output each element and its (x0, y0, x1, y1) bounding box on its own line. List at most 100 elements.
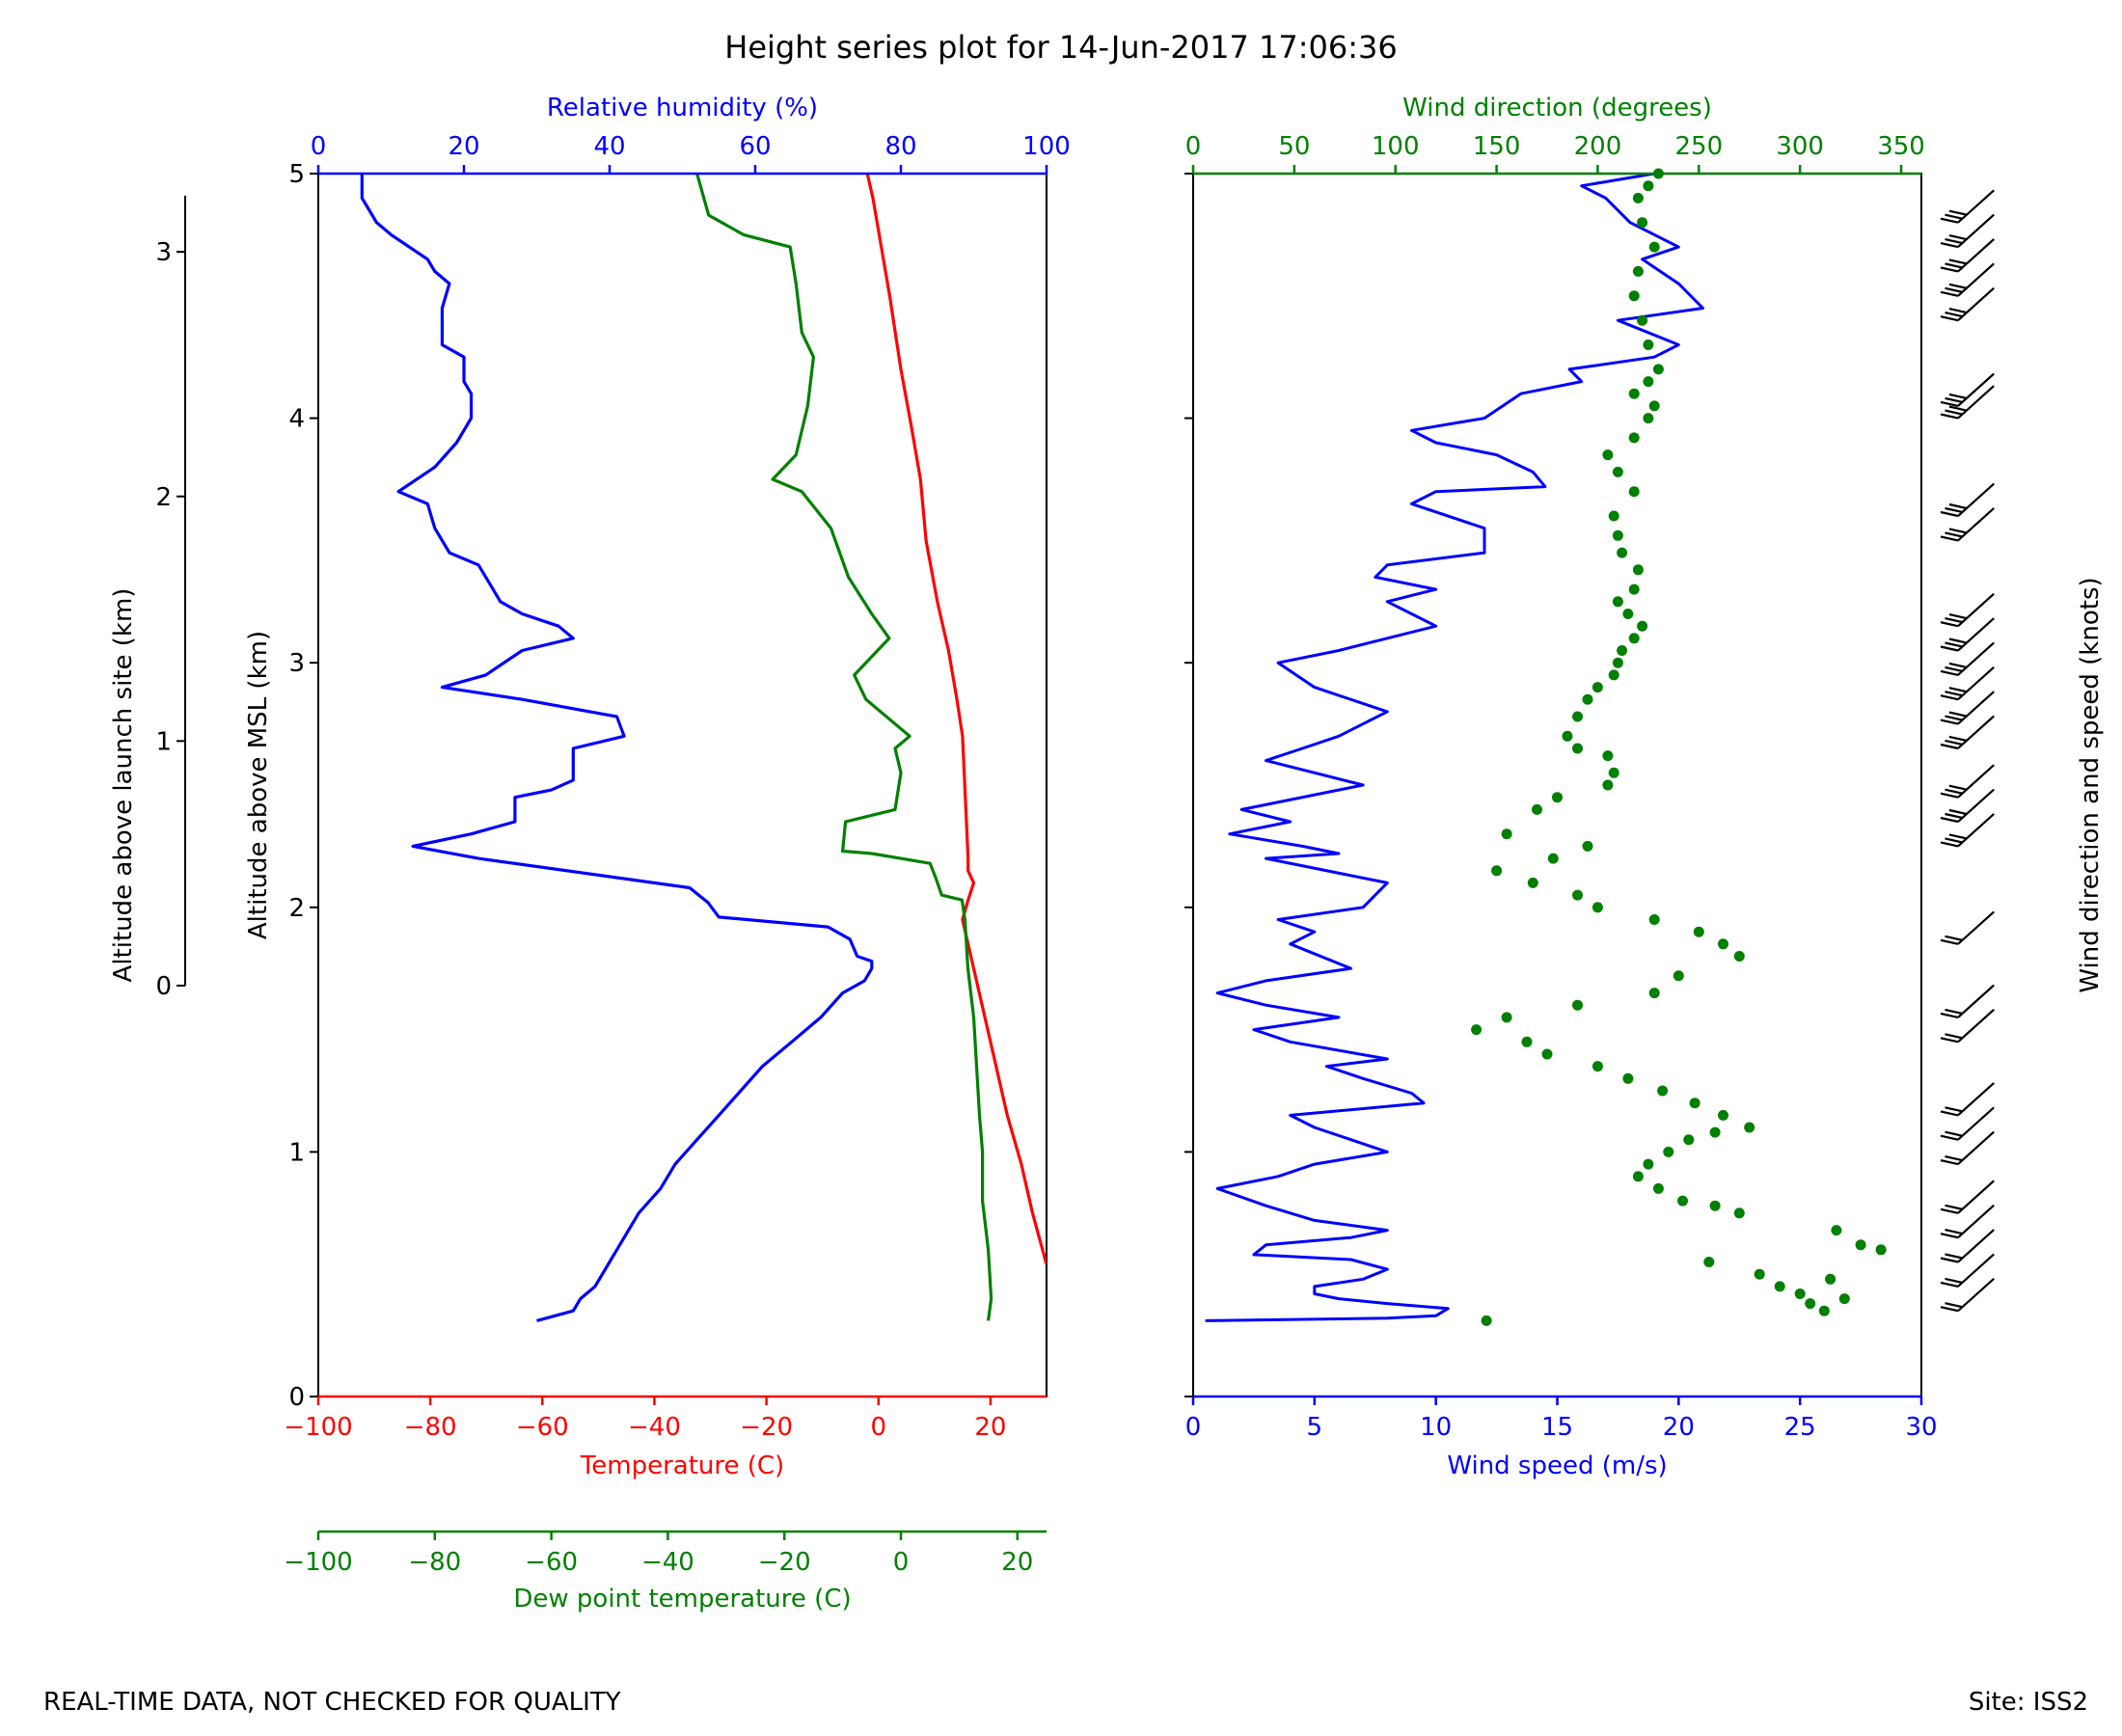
wind-direction-point (1491, 865, 1503, 877)
wind-direction-point (1552, 792, 1563, 803)
wind-barb-flag (1945, 1155, 1963, 1162)
dewpoint-axis-tick-label: −100 (284, 1548, 352, 1577)
launch-axis-label: Altitude above launch site (km) (109, 588, 138, 983)
wind-direction-point (1572, 743, 1583, 754)
wind-direction-point (1648, 988, 1660, 999)
wind-barb-staff (1957, 813, 1995, 848)
wind-direction-point (1657, 1085, 1669, 1097)
wind-speed-axis-label: Wind speed (m/s) (1447, 1451, 1667, 1480)
wind-barb-flag (1945, 1008, 1963, 1015)
wind-barb-flag (1945, 286, 1963, 293)
wind-barb-staff (1957, 507, 1995, 542)
wind-barb-staff (1957, 286, 1995, 321)
wind-direction-point (1617, 645, 1628, 656)
dewpoint-series-line (695, 174, 993, 1321)
wind-barb-flag (1940, 1134, 1959, 1141)
wind-speed-axis-tick-label: 5 (1307, 1413, 1323, 1442)
wind-direction-axis-tick-label: 350 (1877, 132, 1925, 161)
wind-barb-flag (1945, 262, 1963, 269)
wind-direction-point (1632, 1171, 1644, 1182)
launch-tick-label: 0 (155, 972, 172, 1001)
wind-barb-staff (1957, 262, 1995, 297)
dewpoint-axis-tick-label: −80 (408, 1548, 461, 1577)
wind-barb-staff (1957, 1204, 1995, 1238)
wind-direction-point (1643, 376, 1654, 388)
temperature-axis-tick-label: 0 (870, 1413, 886, 1442)
wind-direction-point (1628, 432, 1640, 444)
wind-direction-point (1754, 1268, 1765, 1280)
wind-direction-point (1637, 620, 1648, 632)
launch-tick-label: 2 (155, 483, 172, 512)
wind-direction-axis-tick-label: 150 (1473, 132, 1521, 161)
wind-direction-point (1608, 669, 1619, 681)
wind-direction-axis-tick-label: 300 (1776, 132, 1824, 161)
wind-barb-flag (1948, 234, 1968, 241)
wind-barb-flag (1948, 258, 1968, 265)
wind-barb-flag (1940, 694, 1959, 701)
wind-barb-flag (1940, 669, 1959, 676)
wind-direction-point (1628, 388, 1640, 399)
wind-barb-flag (1940, 510, 1959, 518)
wind-direction-point (1592, 902, 1603, 913)
wind-direction-point (1602, 449, 1614, 461)
wind-direction-point (1527, 877, 1538, 888)
wind-barb-staff (1957, 1130, 1995, 1165)
wind-barb-flag (1945, 1106, 1963, 1113)
wind-direction-point (1622, 609, 1634, 619)
wind-direction-point (1582, 693, 1593, 705)
humidity-axis-tick-label: 20 (448, 132, 479, 161)
wind-barb-axis-label: Wind direction and speed (knots) (2076, 577, 2105, 992)
plot-series (360, 168, 1887, 1326)
wind-direction-point (1709, 1126, 1721, 1138)
temperature-axis-tick-label: −20 (740, 1413, 793, 1442)
wind-direction-point (1532, 803, 1542, 815)
wind-barb-flag (1948, 711, 1968, 718)
msl-tick-label: 2 (288, 894, 305, 923)
wind-direction-point (1673, 970, 1684, 982)
wind-barb-flag (1945, 1302, 1963, 1309)
wind-direction-point (1643, 1158, 1654, 1170)
wind-direction-point (1677, 1195, 1688, 1207)
footer-site: Site: ISS2 (1969, 1688, 2088, 1717)
launch-tick-label: 3 (155, 238, 172, 267)
wind-direction-point (1628, 486, 1640, 498)
wind-barb-flag (1940, 290, 1959, 297)
wind-direction-point (1718, 1109, 1728, 1121)
wind-barb-flag (1948, 393, 1968, 399)
wind-barb-flag (1940, 816, 1959, 824)
wind-direction-point (1628, 583, 1640, 595)
wind-barb-flag (1940, 400, 1959, 407)
wind-direction-point (1733, 1207, 1745, 1219)
msl-tick-label: 5 (288, 160, 305, 189)
wind-speed-axis-tick-label: 25 (1784, 1413, 1816, 1442)
wind-barb-flag (1940, 719, 1959, 725)
wind-barb-flag (1940, 645, 1959, 652)
wind-barb-flag (1940, 938, 1959, 945)
wind-barb-flag (1945, 312, 1963, 318)
wind-barb-staff (1957, 641, 1995, 676)
wind-direction-point (1608, 510, 1619, 522)
wind-barb-flag (1945, 531, 1963, 538)
wind-direction-point (1744, 1122, 1755, 1133)
msl-axis-label: Altitude above MSL (km) (244, 631, 273, 939)
wind-direction-point (1471, 1024, 1483, 1036)
wind-direction-axis-tick-label: 0 (1185, 132, 1202, 161)
wind-barb-flag (1948, 308, 1968, 314)
wind-direction-point (1541, 1048, 1553, 1060)
wind-direction-point (1562, 730, 1573, 742)
wind-barb-flag (1940, 242, 1959, 249)
temperature-axis-tick-label: −100 (284, 1413, 352, 1442)
humidity-axis-tick-label: 100 (1022, 132, 1071, 161)
wind-direction-point (1602, 779, 1614, 791)
wind-barb-flag (1945, 715, 1963, 721)
wind-barb-staff (1957, 385, 1995, 420)
wind-barb-staff (1957, 1277, 1995, 1313)
wind-barb-flag (1940, 1159, 1959, 1166)
chart-texts: Height series plot for 14-Jun-2017 17:06… (43, 29, 2088, 1717)
wind-barb-flag (1948, 808, 1968, 816)
wind-direction-point (1648, 400, 1660, 412)
wind-barb-flag (1945, 506, 1963, 514)
wind-direction-point (1572, 999, 1583, 1011)
wind-direction-point (1693, 926, 1704, 937)
wind-barb-flag (1945, 812, 1963, 820)
